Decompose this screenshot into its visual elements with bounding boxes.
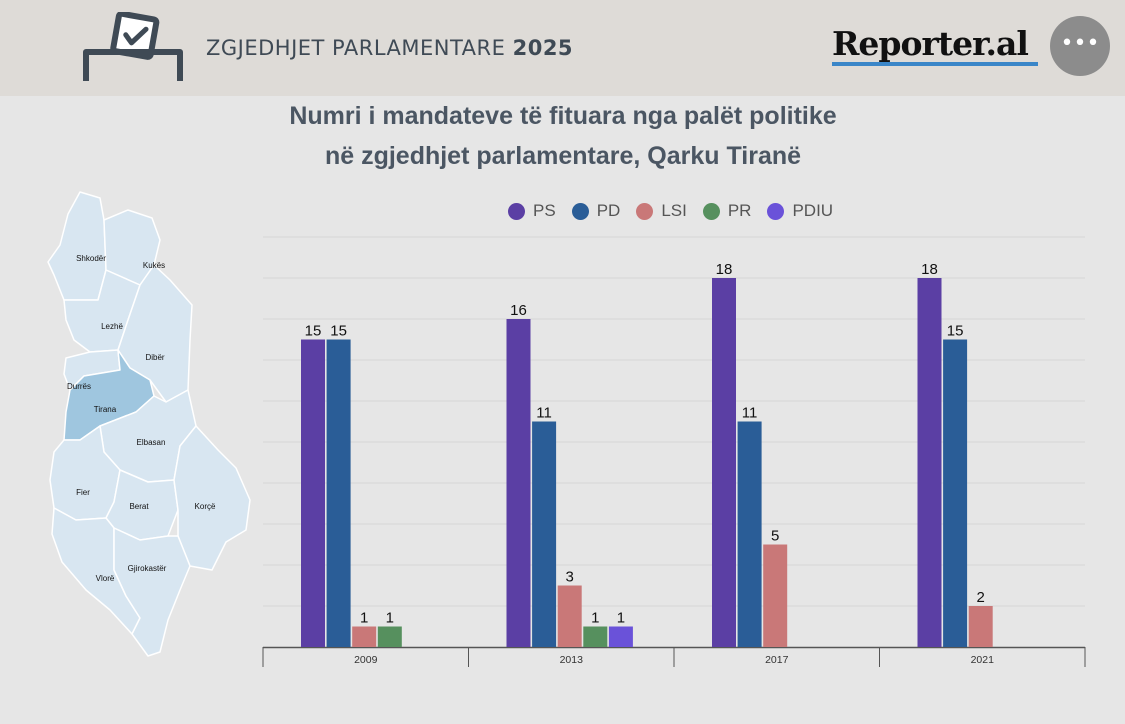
map-label-diber: Dibër [145,353,164,362]
data-label: 15 [305,323,322,340]
chart-title: Numri i mandateve të fituara nga palët p… [200,96,926,176]
legend-item-lsi[interactable]: LSI [636,201,687,221]
x-tick-label: 2009 [354,654,378,666]
header-bar: ZGJEDHJET PARLAMENTARE 2025 Reporter.al … [0,0,1125,96]
bar-pd-2017 [737,421,762,647]
bar-ps-2009 [301,339,325,647]
legend-item-ps[interactable]: PS [508,201,556,221]
legend-dot [636,202,654,220]
map-region-gjirokaster[interactable] [113,527,191,657]
map-label-elbasan: Elbasan [137,438,166,447]
data-label: 5 [771,528,779,545]
brand-underline [832,62,1038,66]
chart-title-line-1: Numri i mandateve të fituara nga palët p… [289,102,837,130]
more-options-button[interactable]: ••• [1050,16,1110,76]
x-tick-label: 2017 [765,654,789,666]
data-label: 15 [330,323,347,340]
map-label-fier: Fier [76,488,90,497]
data-label: 1 [360,610,368,627]
data-label: 11 [536,405,552,422]
legend-label: PS [533,201,556,220]
data-label: 18 [716,261,733,278]
legend-dot [702,202,720,220]
bar-ps-2021 [917,278,942,647]
bar-pdiu-2013 [608,626,633,647]
legend-item-pdiu[interactable]: PDIU [767,201,833,221]
bar-lsi-2009 [352,626,377,647]
data-label: 11 [742,405,758,422]
map-label-korce: Korçë [195,502,216,511]
data-label: 18 [921,261,938,278]
map-label-vlore: Vlorë [96,574,115,583]
map-label-gjirokaster: Gjirokastër [128,564,167,573]
bar-pr-2013 [583,626,608,647]
x-tick-label: 2013 [560,654,584,666]
map-label-shkoder: Shkodër [76,254,106,263]
data-label: 1 [617,610,625,627]
legend-label: PR [727,201,752,220]
legend-item-pd[interactable]: PD [571,201,621,221]
map-label-lezhe: Lezhë [101,322,123,331]
data-label: 1 [591,610,599,627]
header-title-main: ZGJEDHJET PARLAMENTARE [206,36,506,60]
legend-dot [767,202,785,220]
legend-label: PD [596,201,621,220]
bar-ps-2013 [506,319,531,647]
ballot-box-icon [83,12,183,81]
legend-dot [508,202,525,220]
bar-lsi-2013 [557,585,582,647]
data-label: 2 [977,589,985,606]
header-title-year: 2025 [512,36,574,60]
legend-dot [571,202,589,220]
data-label: 15 [947,323,964,340]
bar-lsi-2021 [968,606,993,647]
header-title: ZGJEDHJET PARLAMENTARE 2025 [206,36,573,60]
x-tick-label: 2021 [971,654,995,666]
map-label-tirana: Tirana [94,405,117,414]
data-label: 3 [566,569,574,586]
map-label-kukes: Kukës [143,261,165,270]
data-label: 16 [510,302,527,319]
map-region-korce[interactable] [173,425,251,571]
map-label-durres: Durrës [67,382,91,391]
legend-label: PDIU [792,201,834,220]
bar-lsi-2017 [763,544,788,647]
map-region-shkoder[interactable] [47,191,107,301]
map-label-berat: Berat [129,502,149,511]
bar-pd-2009 [326,339,351,647]
brand-logo[interactable]: Reporter.al [832,24,1029,63]
chart-legend: PS PD LSI PR PDIU [508,199,849,223]
bar-pd-2021 [943,339,968,647]
bar-ps-2017 [712,278,736,647]
bar-pr-2009 [377,626,402,647]
legend-item-pr[interactable]: PR [702,201,752,221]
legend-label: LSI [661,201,687,220]
bar-pd-2013 [532,421,557,647]
chart-title-line-2: në zgjedhjet parlamentare, Qarku Tiranë [324,142,802,170]
data-label: 1 [386,610,394,627]
albania-map: Shkodër Kukës Lezhë Dibër Durrës Tirana … [47,191,251,657]
